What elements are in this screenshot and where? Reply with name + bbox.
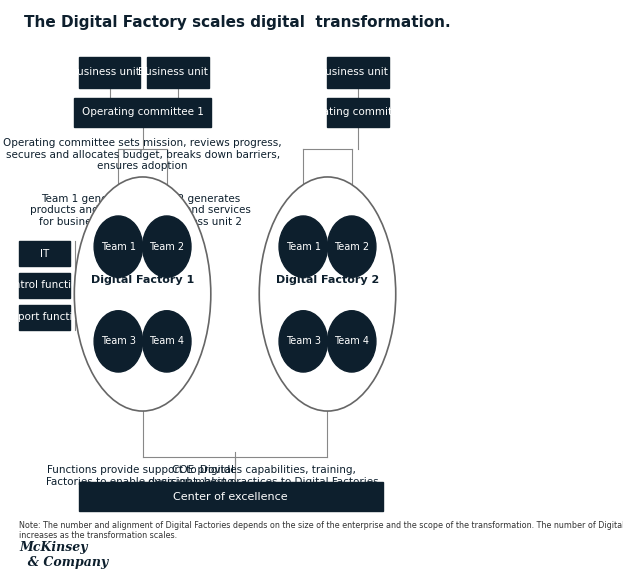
Text: Operating committee 2: Operating committee 2 [297,107,419,117]
Text: Business unit 3: Business unit 3 [318,68,398,77]
Text: Team 3: Team 3 [101,336,136,346]
FancyBboxPatch shape [19,305,70,329]
Text: Business unit 2: Business unit 2 [138,68,217,77]
Text: Functions provide support to Digital
Factories to enable decision making: Functions provide support to Digital Fac… [47,466,234,487]
Text: Team 2 generates
products and services
for business unit 2: Team 2 generates products and services f… [136,194,250,227]
Text: Operating committee 1: Operating committee 1 [82,107,204,117]
Text: Team 4: Team 4 [150,336,184,346]
Circle shape [143,216,191,277]
Text: Note: The number and alignment of Digital Factories depends on the size of the e: Note: The number and alignment of Digita… [19,521,623,540]
Text: Team 2: Team 2 [334,242,369,251]
Text: Business unit 1: Business unit 1 [70,68,150,77]
FancyBboxPatch shape [78,57,140,88]
Text: Digital Factory 2: Digital Factory 2 [276,275,379,285]
FancyBboxPatch shape [19,241,70,266]
FancyBboxPatch shape [74,98,211,127]
Ellipse shape [74,177,211,411]
Text: McKinsey
  & Company: McKinsey & Company [19,541,108,569]
Text: Control functions: Control functions [0,280,90,290]
Circle shape [279,311,328,372]
FancyBboxPatch shape [19,273,70,298]
Circle shape [328,311,376,372]
FancyBboxPatch shape [328,57,389,88]
Circle shape [143,311,191,372]
Text: Team 3: Team 3 [286,336,321,346]
Text: Digital Factory 1: Digital Factory 1 [91,275,194,285]
FancyBboxPatch shape [78,482,383,511]
Text: Team 1: Team 1 [286,242,321,251]
Circle shape [279,216,328,277]
Circle shape [328,216,376,277]
Ellipse shape [259,177,396,411]
Text: The Digital Factory scales digital  transformation.: The Digital Factory scales digital trans… [24,15,450,30]
FancyBboxPatch shape [328,98,389,127]
Text: COE provides capabilities, training,
oversight, best practices to Digital Factor: COE provides capabilities, training, ove… [148,466,379,487]
Circle shape [94,311,143,372]
Text: Team 2: Team 2 [150,242,184,251]
Text: Operating committee sets mission, reviews progress,
secures and allocates budget: Operating committee sets mission, review… [3,138,282,171]
Text: Center of excellence: Center of excellence [173,492,288,502]
Text: Team 4: Team 4 [334,336,369,346]
Text: IT: IT [40,249,49,259]
Text: Team 1 generates
products and services
for business unit 1: Team 1 generates products and services f… [30,194,145,227]
Circle shape [94,216,143,277]
FancyBboxPatch shape [147,57,209,88]
Text: Support functions: Support functions [0,312,91,322]
Text: Team 1: Team 1 [101,242,136,251]
